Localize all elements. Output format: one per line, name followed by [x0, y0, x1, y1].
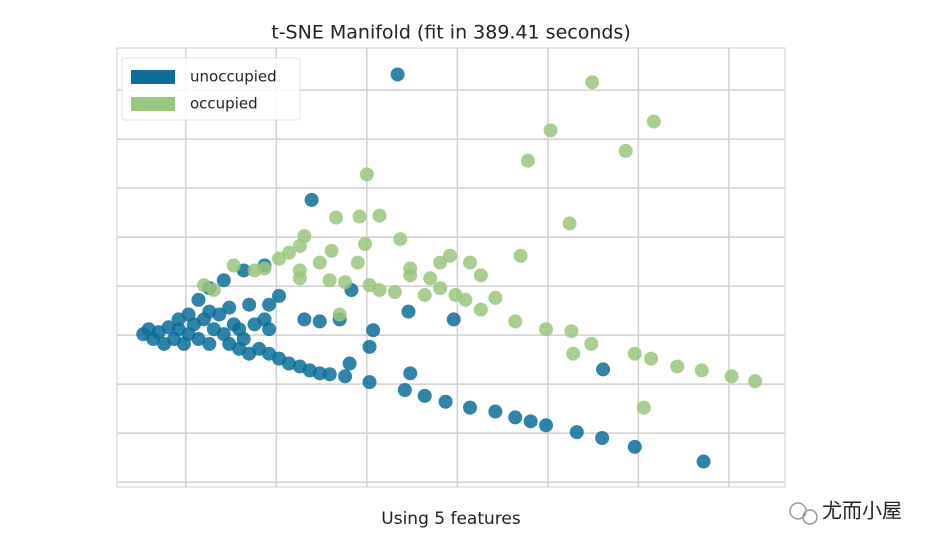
point [359, 167, 374, 182]
point [292, 271, 307, 286]
point [397, 382, 412, 397]
point [417, 388, 432, 403]
point [247, 317, 262, 332]
point [539, 322, 554, 337]
point [393, 232, 408, 247]
point [272, 251, 287, 266]
point [272, 288, 287, 303]
point [748, 374, 763, 389]
point [401, 304, 416, 319]
point [627, 346, 642, 361]
point [242, 297, 257, 312]
point [562, 216, 577, 231]
point [520, 153, 535, 168]
point [281, 356, 296, 371]
point [523, 414, 538, 429]
point [627, 439, 642, 454]
point [332, 307, 347, 322]
point [584, 336, 599, 351]
point [206, 283, 221, 298]
point [508, 314, 523, 329]
point [366, 323, 381, 338]
point [446, 312, 461, 327]
chart-title: t-SNE Manifold (fit in 389.41 seconds) [271, 22, 631, 44]
point [508, 410, 523, 425]
point [181, 307, 196, 322]
point [585, 75, 600, 90]
point [670, 359, 685, 374]
legend-label: unoccupied [190, 68, 277, 86]
point [646, 114, 661, 129]
point [403, 366, 418, 381]
point [350, 255, 365, 270]
legend-swatch [131, 70, 175, 84]
point [338, 275, 353, 290]
point [417, 287, 432, 302]
point [297, 312, 312, 327]
point [513, 248, 528, 263]
point [644, 351, 659, 366]
point [387, 284, 402, 299]
point [202, 336, 217, 351]
point [438, 394, 453, 409]
point [473, 302, 488, 317]
point [463, 255, 478, 270]
point [488, 290, 503, 305]
point [322, 273, 337, 288]
point [202, 304, 217, 319]
point [247, 263, 262, 278]
point [232, 322, 247, 337]
point [724, 369, 739, 384]
point [352, 209, 367, 224]
point [362, 375, 377, 390]
point [372, 283, 387, 298]
point [191, 292, 206, 307]
point [324, 243, 339, 258]
point [403, 268, 418, 283]
point [216, 273, 231, 288]
point [312, 314, 327, 329]
legend-label: occupied [190, 95, 258, 113]
point [362, 339, 377, 354]
watermark: 尤而小屋 [822, 499, 902, 523]
point [292, 238, 307, 253]
point [191, 332, 206, 347]
point [569, 425, 584, 440]
point [433, 255, 448, 270]
point [488, 404, 503, 419]
legend-swatch [131, 97, 175, 111]
point [358, 236, 373, 251]
point [222, 300, 237, 315]
point [372, 208, 387, 223]
point [636, 400, 651, 415]
point [433, 281, 448, 296]
point [443, 248, 458, 263]
point [463, 400, 478, 415]
point [458, 292, 473, 307]
point [322, 367, 337, 382]
point [566, 346, 581, 361]
point [312, 255, 327, 270]
point [423, 271, 438, 286]
point [390, 67, 405, 82]
point [338, 369, 353, 384]
point [596, 362, 611, 377]
point [262, 297, 277, 312]
point [564, 324, 579, 339]
point [595, 431, 610, 446]
point [342, 356, 357, 371]
point [539, 418, 554, 433]
point [618, 143, 633, 158]
point [329, 210, 344, 225]
watermark-icon [789, 502, 818, 525]
x-axis-label: Using 5 features [381, 509, 521, 529]
point [696, 454, 711, 469]
point [543, 123, 558, 138]
point [304, 192, 319, 207]
point [473, 268, 488, 283]
point [226, 258, 241, 273]
point [694, 363, 709, 378]
